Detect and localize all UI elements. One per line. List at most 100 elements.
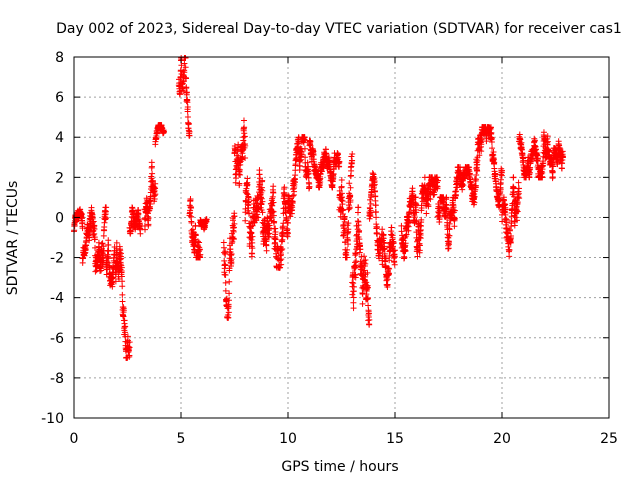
data-point: [381, 250, 388, 257]
y-tick-label: 2: [55, 170, 64, 186]
data-point: [148, 163, 155, 170]
data-point: [221, 249, 228, 256]
data-point: [281, 191, 288, 198]
y-tick-label: -6: [50, 331, 64, 347]
data-point: [91, 236, 98, 243]
data-point: [436, 216, 443, 223]
data-point: [259, 177, 266, 184]
data-point: [416, 242, 423, 249]
data-point: [402, 248, 409, 255]
data-point: [515, 179, 522, 186]
chart-title: Day 002 of 2023, Sidereal Day-to-day VTE…: [56, 21, 622, 37]
data-point: [185, 120, 192, 127]
data-point: [243, 190, 250, 197]
data-point: [352, 252, 359, 259]
data-point: [266, 222, 273, 229]
data-point: [222, 262, 229, 269]
data-point: [365, 310, 372, 317]
data-point: [405, 219, 412, 226]
data-point: [270, 199, 277, 206]
data-point: [355, 204, 362, 211]
data-point: [345, 241, 352, 248]
data-point: [186, 132, 193, 139]
data-point: [367, 200, 374, 207]
data-point: [413, 201, 420, 208]
data-point: [402, 240, 409, 247]
x-axis-title: GPS time / hours: [281, 459, 398, 475]
data-point: [231, 213, 238, 220]
data-point: [291, 179, 298, 186]
data-point: [293, 154, 300, 161]
data-points: [71, 55, 566, 361]
data-point: [367, 207, 374, 214]
data-point: [339, 198, 346, 205]
data-point: [398, 228, 405, 235]
data-point: [183, 75, 190, 82]
data-point: [248, 230, 255, 237]
data-point: [226, 278, 233, 285]
data-point: [540, 160, 547, 167]
data-point: [241, 133, 248, 140]
data-point: [391, 253, 398, 260]
data-point: [119, 278, 126, 285]
x-tick-label: 15: [386, 431, 404, 447]
data-point: [184, 103, 191, 110]
data-point: [372, 208, 379, 215]
data-point: [109, 283, 116, 290]
data-point: [298, 151, 305, 158]
data-point: [103, 204, 110, 211]
data-point: [549, 168, 556, 175]
data-point: [197, 251, 204, 258]
data-point: [514, 208, 521, 215]
data-point: [285, 220, 291, 227]
data-point: [425, 203, 432, 210]
y-tick-label: 0: [55, 210, 64, 226]
y-tick-label: 8: [55, 50, 64, 66]
data-point: [531, 137, 538, 144]
data-point: [446, 226, 453, 233]
data-point: [473, 172, 480, 179]
data-point: [357, 246, 364, 253]
data-point: [472, 182, 479, 189]
data-point: [361, 259, 368, 266]
data-point: [101, 219, 108, 226]
data-point: [302, 154, 309, 161]
data-point: [237, 171, 244, 178]
data-point: [459, 181, 466, 188]
data-point: [120, 307, 127, 314]
plot-frame: [73, 56, 610, 419]
data-point: [152, 191, 159, 198]
data-point: [222, 272, 229, 278]
y-tick-label: -2: [50, 251, 64, 267]
data-point: [501, 200, 508, 207]
data-point: [259, 198, 266, 205]
data-point: [255, 214, 262, 221]
data-point: [539, 174, 546, 181]
x-tick-label: 5: [177, 431, 186, 447]
data-point: [352, 259, 359, 266]
data-point: [195, 247, 202, 254]
data-point: [122, 323, 129, 330]
data-point: [126, 352, 133, 359]
data-point: [356, 227, 363, 234]
data-point: [451, 207, 458, 214]
data-point: [242, 155, 249, 162]
data-point: [490, 148, 497, 155]
data-point: [249, 239, 256, 246]
data-point: [550, 163, 557, 170]
data-point: [183, 89, 190, 96]
data-point: [443, 201, 450, 208]
data-point: [511, 213, 518, 220]
data-point: [236, 180, 243, 187]
data-point: [102, 215, 109, 222]
data-point: [502, 206, 509, 213]
data-point: [267, 214, 274, 221]
data-point: [239, 153, 246, 160]
data-point: [499, 167, 505, 174]
data-point: [222, 287, 229, 294]
data-point: [361, 253, 368, 260]
data-point: [364, 294, 371, 301]
data-point: [506, 246, 513, 253]
data-point: [263, 247, 270, 254]
data-point: [188, 219, 195, 226]
